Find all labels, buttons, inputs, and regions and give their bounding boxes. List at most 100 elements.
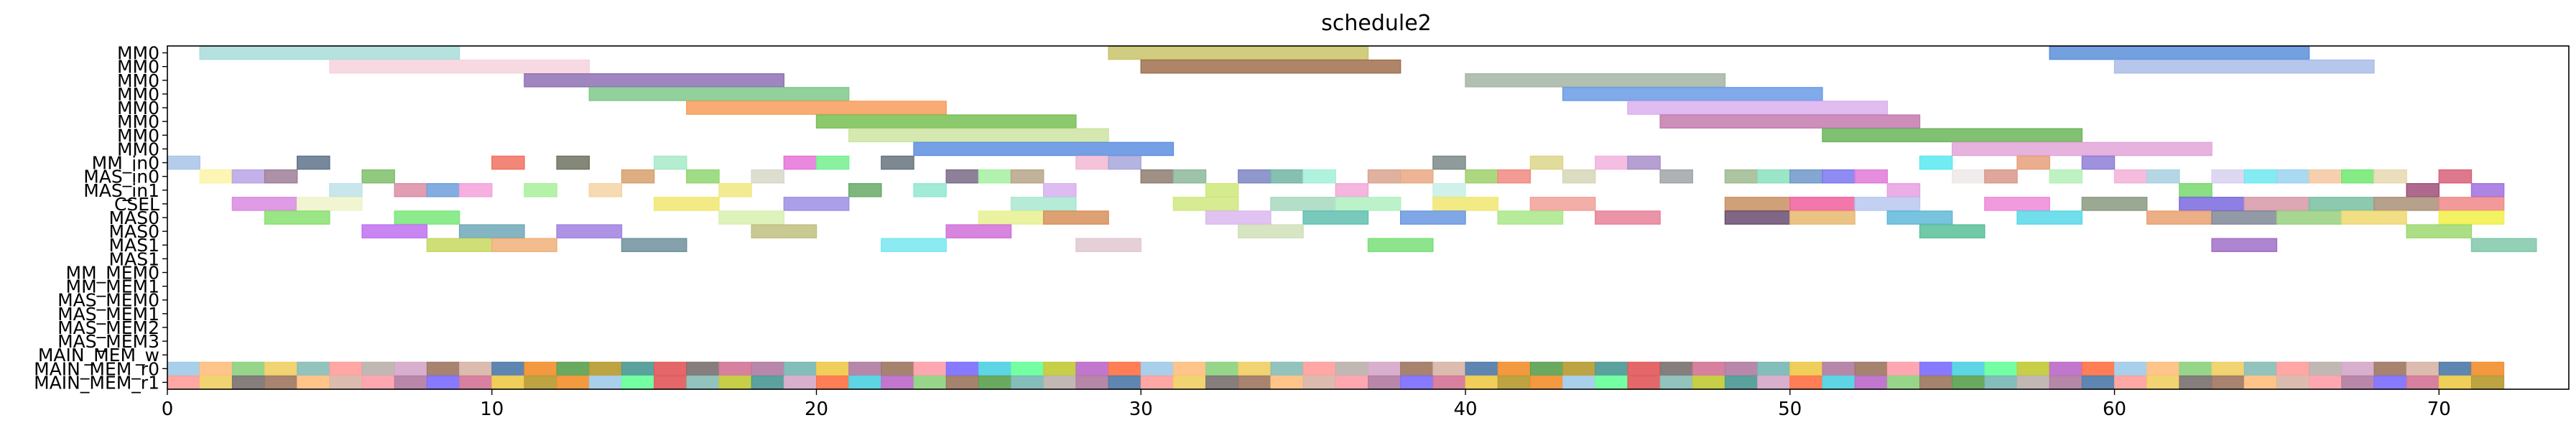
mem-block-r1 xyxy=(297,375,330,390)
mem-block-r1 xyxy=(978,375,1012,390)
task-bar xyxy=(1302,169,1337,184)
mem-block-r0 xyxy=(1627,361,1661,376)
mem-block-r1 xyxy=(913,375,947,390)
mem-block-r1 xyxy=(621,375,655,390)
mem-block-r1 xyxy=(1270,375,1304,390)
task-bar xyxy=(848,128,1109,143)
task-bar xyxy=(848,182,882,197)
task-bar xyxy=(1367,169,1401,184)
mem-block-r0 xyxy=(1335,361,1369,376)
task-bar xyxy=(1562,169,1596,184)
mem-block-r1 xyxy=(1627,375,1661,390)
mem-block-r0 xyxy=(297,361,330,376)
task-bar xyxy=(1010,169,1044,184)
task-bar xyxy=(783,197,850,211)
task-bar xyxy=(2211,169,2245,184)
mem-block-r1 xyxy=(1952,375,1986,390)
task-bar xyxy=(2438,197,2505,211)
task-bar xyxy=(1627,155,1661,170)
task-bar xyxy=(815,114,1077,129)
task-bar xyxy=(1465,169,1498,184)
task-bar xyxy=(2276,210,2343,225)
mem-block-r0 xyxy=(264,361,298,376)
task-bar xyxy=(231,197,298,211)
task-bar xyxy=(167,155,200,170)
task-bar xyxy=(297,155,330,170)
task-bar xyxy=(231,169,266,184)
mem-block-r0 xyxy=(2114,361,2148,376)
task-bar xyxy=(1789,169,1823,184)
mem-block-r0 xyxy=(881,361,914,376)
task-bar xyxy=(1075,155,1109,170)
task-bar xyxy=(1984,169,2018,184)
mem-block-r1 xyxy=(2211,375,2245,390)
mem-block-r1 xyxy=(2373,375,2407,390)
y-tick-label: MM0 xyxy=(117,139,159,159)
task-bar xyxy=(2146,210,2213,225)
mem-block-r1 xyxy=(1172,375,1207,390)
task-bar xyxy=(1075,238,1141,253)
mem-block-r0 xyxy=(167,361,200,376)
mem-block-r0 xyxy=(524,361,557,376)
mem-block-r1 xyxy=(654,375,687,390)
mem-block-r1 xyxy=(1724,375,1759,390)
task-bar xyxy=(2438,210,2505,225)
mem-block-r0 xyxy=(1724,361,1759,376)
mem-block-r1 xyxy=(1043,375,1077,390)
y-tick-label: MAS1 xyxy=(109,248,159,269)
mem-block-r1 xyxy=(1465,375,1498,390)
task-bar xyxy=(1724,169,1759,184)
task-bar xyxy=(1302,210,1369,225)
mem-block-r0 xyxy=(1692,361,1725,376)
mem-block-r0 xyxy=(329,361,363,376)
task-bar xyxy=(394,182,428,197)
task-bar xyxy=(1108,155,1141,170)
mem-block-r1 xyxy=(394,375,427,390)
mem-block-r0 xyxy=(361,361,395,376)
task-bar xyxy=(945,169,980,184)
task-bar xyxy=(297,197,363,211)
mem-block-r0 xyxy=(1919,361,1953,376)
task-bar xyxy=(1627,101,1889,115)
task-bar xyxy=(1043,210,1109,225)
mem-block-r0 xyxy=(2309,361,2343,376)
y-tick-label: MM_MEM1 xyxy=(66,276,159,297)
task-bar xyxy=(264,169,298,184)
mem-block-r0 xyxy=(2341,361,2375,376)
task-bar xyxy=(686,169,720,184)
task-bar xyxy=(264,210,330,225)
task-bar xyxy=(1010,197,1077,211)
mem-block-r0 xyxy=(1270,361,1304,376)
x-tick-label: 10 xyxy=(480,399,504,420)
y-tick-label: MAIN_MEM_r0 xyxy=(34,358,159,379)
mem-block-r1 xyxy=(1529,375,1564,390)
mem-block-r1 xyxy=(1919,375,1953,390)
mem-block-r1 xyxy=(361,375,395,390)
task-bar xyxy=(1886,182,1921,197)
mem-block-r1 xyxy=(1854,375,1888,390)
task-bar xyxy=(2406,182,2440,197)
mem-block-r1 xyxy=(491,375,525,390)
mem-block-r1 xyxy=(2406,375,2440,390)
mem-block-r0 xyxy=(2438,361,2472,376)
mem-block-r0 xyxy=(556,361,590,376)
task-bar xyxy=(1659,114,1921,129)
mem-block-r0 xyxy=(978,361,1012,376)
task-bar xyxy=(815,155,850,170)
mem-block-r0 xyxy=(913,361,947,376)
task-bar xyxy=(978,210,1044,225)
task-bar xyxy=(426,182,460,197)
task-bar xyxy=(1238,169,1271,184)
mem-block-r1 xyxy=(1108,375,1141,390)
task-bar xyxy=(1172,197,1239,211)
mem-block-r0 xyxy=(2406,361,2440,376)
mem-block-r1 xyxy=(945,375,979,390)
mem-block-r0 xyxy=(1886,361,1920,376)
mem-block-r0 xyxy=(1011,361,1044,376)
task-bar xyxy=(458,182,493,197)
mem-block-r1 xyxy=(2179,375,2213,390)
task-bar xyxy=(945,224,1012,238)
task-bar xyxy=(881,238,947,253)
